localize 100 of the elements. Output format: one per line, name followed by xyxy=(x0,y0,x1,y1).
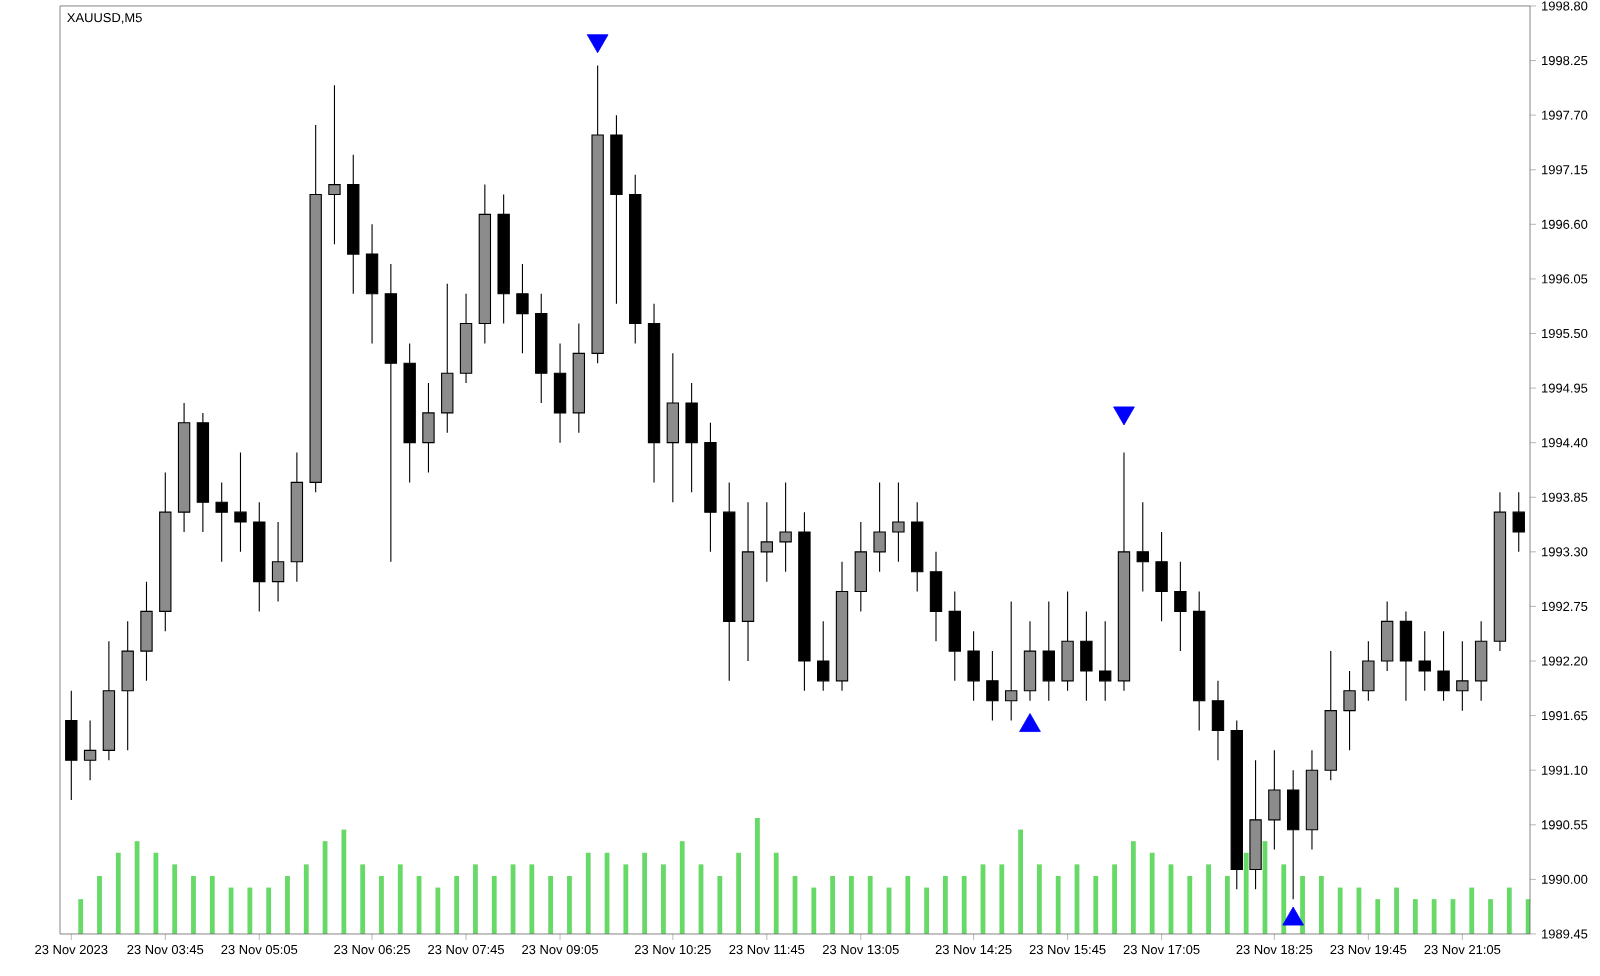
candlestick xyxy=(1380,600,1394,672)
candlestick xyxy=(666,352,680,503)
bar xyxy=(303,864,309,934)
candlestick xyxy=(1023,620,1037,702)
bar xyxy=(454,875,460,934)
bar xyxy=(585,852,591,934)
candlestick xyxy=(140,581,153,682)
bar xyxy=(97,875,102,934)
candlestick xyxy=(1136,501,1149,593)
candlestick xyxy=(403,342,416,483)
bar xyxy=(285,875,290,934)
candlestick xyxy=(798,511,811,692)
bar xyxy=(473,864,478,934)
candlestick xyxy=(309,124,322,493)
candlestick xyxy=(1249,759,1262,890)
candlestick xyxy=(647,303,661,483)
bar xyxy=(567,875,572,934)
bar xyxy=(1130,841,1136,934)
candlestick xyxy=(760,501,774,583)
bar xyxy=(867,875,873,934)
candlestick xyxy=(1437,630,1450,702)
candlestick xyxy=(1362,640,1375,702)
bar xyxy=(397,864,403,934)
candlestick xyxy=(1230,720,1243,890)
candlestick xyxy=(873,481,886,573)
bar xyxy=(191,875,196,934)
candlestick xyxy=(948,591,961,682)
bar xyxy=(1018,829,1023,934)
candlestick xyxy=(159,471,172,632)
candlestick xyxy=(1474,620,1488,702)
bar xyxy=(435,887,441,934)
bar xyxy=(961,875,967,934)
candlestick xyxy=(591,64,604,364)
bar xyxy=(360,864,366,934)
bar xyxy=(943,875,948,934)
candlestick xyxy=(1305,749,1319,851)
bar xyxy=(247,887,253,934)
bar xyxy=(1394,887,1399,934)
candlestick xyxy=(1211,680,1225,761)
bar xyxy=(115,852,121,934)
bar xyxy=(717,875,723,934)
candlestick xyxy=(1418,630,1431,692)
bar xyxy=(1112,864,1117,934)
candlestick xyxy=(478,184,492,344)
bar xyxy=(548,875,554,934)
candlestick xyxy=(854,521,867,612)
candlestick xyxy=(1343,670,1356,751)
candlestick xyxy=(1005,600,1018,722)
candlestick xyxy=(1174,561,1187,652)
candlestick xyxy=(1268,749,1281,851)
bar xyxy=(736,852,742,934)
candlestick xyxy=(1192,591,1206,732)
point xyxy=(1282,906,1304,926)
bar xyxy=(849,875,854,934)
candlestick xyxy=(516,263,529,354)
bar xyxy=(1375,899,1381,934)
candlestick xyxy=(1155,531,1168,622)
candlestick xyxy=(535,293,548,404)
bar xyxy=(1206,864,1211,934)
candlestick xyxy=(65,690,78,801)
candlestick xyxy=(365,223,379,344)
candlestick xyxy=(441,283,454,434)
candlestick xyxy=(347,154,360,295)
candlestick xyxy=(1324,650,1337,781)
candlestick xyxy=(723,481,736,682)
bar xyxy=(905,875,911,934)
candlestick xyxy=(572,323,586,434)
candlestick xyxy=(1456,640,1469,712)
candlestick xyxy=(459,293,473,384)
candlestick xyxy=(1099,620,1112,702)
bar xyxy=(491,875,497,934)
point xyxy=(586,34,609,54)
candlestick xyxy=(234,452,247,553)
candlestick xyxy=(1061,591,1074,692)
bar xyxy=(172,864,178,934)
bar xyxy=(341,829,347,934)
candlestick xyxy=(83,720,97,781)
candlestick xyxy=(685,382,698,493)
bar xyxy=(1318,875,1324,934)
bar xyxy=(1281,864,1287,934)
candlestick xyxy=(328,84,341,245)
candlestick xyxy=(384,263,398,563)
candlestick xyxy=(271,521,285,603)
candlestick xyxy=(892,481,905,563)
candlestick xyxy=(553,342,567,444)
candlestick xyxy=(610,114,623,305)
candlestick xyxy=(215,481,228,563)
bar xyxy=(1036,864,1042,934)
candlestick xyxy=(986,650,999,722)
candlestick xyxy=(1042,600,1055,702)
bar xyxy=(1412,899,1418,934)
bar xyxy=(1506,887,1512,934)
bar xyxy=(830,875,836,934)
candlestick xyxy=(121,620,134,751)
bar xyxy=(773,852,779,934)
bar xyxy=(529,864,535,934)
candlestick xyxy=(704,422,717,553)
bar xyxy=(379,875,384,934)
bar xyxy=(78,899,84,934)
candlestick xyxy=(422,382,435,473)
